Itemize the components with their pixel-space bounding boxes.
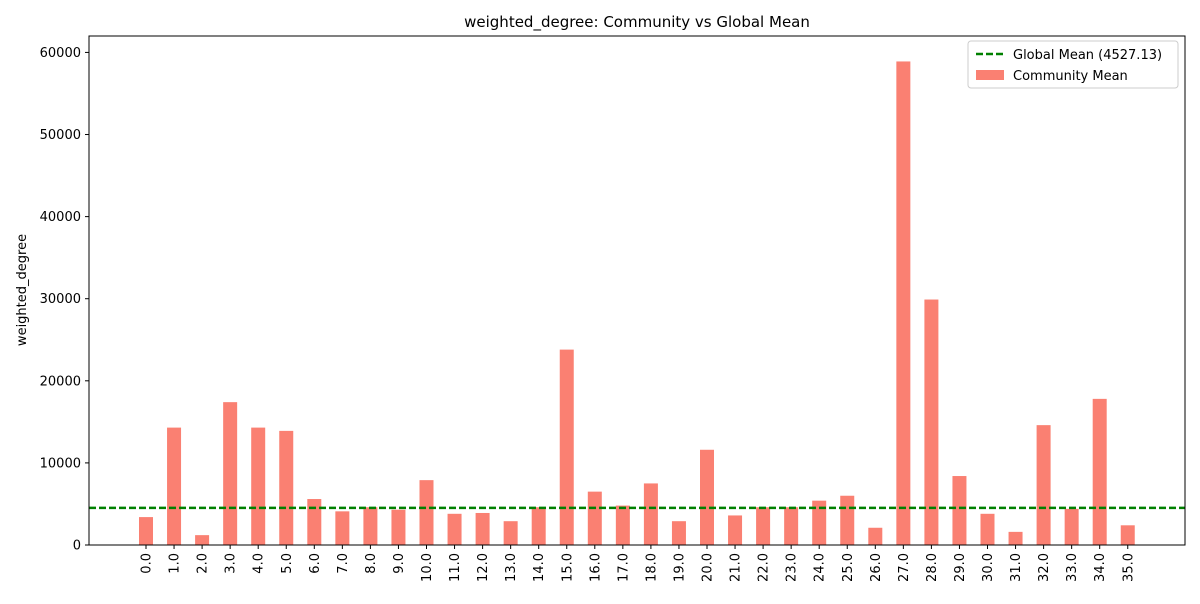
x-tick-label: 23.0 (785, 553, 800, 582)
bar-15.0 (559, 349, 574, 545)
bar-1.0 (167, 427, 182, 545)
x-tick-label: 18.0 (644, 553, 659, 582)
bar-6.0 (307, 499, 322, 545)
legend: Global Mean (4527.13) Community Mean (967, 40, 1179, 89)
y-tick-label: 50000 (40, 128, 81, 143)
bar-17.0 (615, 505, 630, 545)
x-axis: 0.0 1.0 2.0 3.0 4.0 5.0 6.0 7.0 8.0 9.0 10.0 11.0 12… (140, 545, 1136, 582)
x-tick-label: 4.0 (252, 553, 267, 574)
bar-4.0 (251, 427, 266, 545)
bar-0.0 (139, 517, 153, 545)
legend-box (967, 40, 1179, 89)
x-tick-label: 16.0 (588, 553, 603, 582)
x-tick-label: 30.0 (981, 553, 996, 582)
bar-3.0 (223, 402, 238, 545)
bars-layer (139, 61, 1135, 545)
legend-swatch-community-mean (976, 70, 1004, 80)
y-tick-label: 20000 (40, 374, 81, 389)
bar-5.0 (279, 430, 294, 545)
bar-12.0 (475, 512, 490, 545)
x-tick-label: 14.0 (532, 553, 547, 582)
bar-29.0 (952, 476, 967, 545)
x-tick-label: 22.0 (757, 553, 772, 582)
y-tick-label: 60000 (40, 46, 81, 61)
x-tick-label: 26.0 (869, 553, 884, 582)
bar-20.0 (700, 449, 714, 545)
x-tick-label: 6.0 (308, 553, 323, 574)
bar-22.0 (756, 507, 771, 545)
x-tick-label: 33.0 (1065, 553, 1080, 582)
x-tick-label: 15.0 (560, 553, 575, 582)
y-axis: 0 10000 20000 30000 40000 50000 60000 (40, 46, 89, 554)
bar-2.0 (195, 535, 210, 545)
x-tick-label: 28.0 (925, 553, 940, 582)
bar-24.0 (812, 500, 827, 545)
bar-7.0 (335, 511, 350, 545)
bar-10.0 (419, 480, 434, 545)
bar-21.0 (728, 515, 743, 545)
legend-label-community-mean: Community Mean (1013, 69, 1128, 84)
x-tick-label: 1.0 (168, 553, 183, 574)
bar-27.0 (896, 61, 911, 545)
x-tick-label: 21.0 (729, 553, 744, 582)
bar-30.0 (980, 513, 995, 545)
bar-23.0 (784, 507, 799, 545)
bar-9.0 (391, 509, 406, 545)
legend-label-global-mean: Global Mean (4527.13) (1013, 48, 1162, 63)
x-tick-label: 7.0 (336, 553, 351, 574)
x-tick-label: 3.0 (224, 553, 239, 574)
y-tick-label: 40000 (40, 210, 81, 225)
y-tick-label: 30000 (40, 292, 81, 307)
bar-13.0 (503, 521, 518, 545)
x-tick-label: 8.0 (364, 553, 379, 574)
bar-32.0 (1036, 425, 1051, 545)
x-tick-label: 10.0 (420, 553, 435, 582)
bar-34.0 (1092, 398, 1107, 545)
x-tick-label: 12.0 (476, 553, 491, 582)
bar-28.0 (924, 299, 939, 545)
y-tick-label: 10000 (40, 456, 81, 471)
x-tick-label: 11.0 (448, 553, 463, 582)
bar-25.0 (840, 495, 855, 545)
y-tick-label: 0 (73, 539, 81, 554)
x-tick-label: 25.0 (841, 553, 856, 582)
x-tick-label: 20.0 (701, 553, 716, 582)
bar-33.0 (1064, 508, 1079, 545)
bar-31.0 (1008, 531, 1023, 545)
chart-title: weighted_degree: Community vs Global Mea… (464, 13, 810, 32)
x-tick-label: 31.0 (1009, 553, 1024, 582)
bar-14.0 (531, 507, 546, 545)
x-tick-label: 24.0 (813, 553, 828, 582)
x-tick-label: 19.0 (672, 553, 687, 582)
x-tick-label: 13.0 (504, 553, 519, 582)
x-tick-label: 5.0 (280, 553, 295, 574)
bar-35.0 (1120, 525, 1135, 545)
x-tick-label: 34.0 (1093, 553, 1108, 582)
x-tick-label: 2.0 (196, 553, 211, 574)
x-tick-label: 0.0 (140, 553, 155, 574)
plot-frame (88, 35, 1186, 546)
x-tick-label: 29.0 (953, 553, 968, 582)
y-axis-label: weighted_degree (15, 234, 30, 346)
bar-8.0 (363, 507, 378, 545)
bar-19.0 (671, 521, 686, 545)
x-tick-label: 9.0 (392, 553, 407, 574)
x-tick-label: 17.0 (616, 553, 631, 582)
x-tick-label: 35.0 (1121, 553, 1136, 582)
bar-16.0 (587, 491, 602, 545)
bar-26.0 (868, 527, 883, 545)
bar-11.0 (447, 513, 462, 545)
x-tick-label: 27.0 (897, 553, 912, 582)
bar-18.0 (643, 483, 658, 545)
x-tick-label: 32.0 (1037, 553, 1052, 582)
